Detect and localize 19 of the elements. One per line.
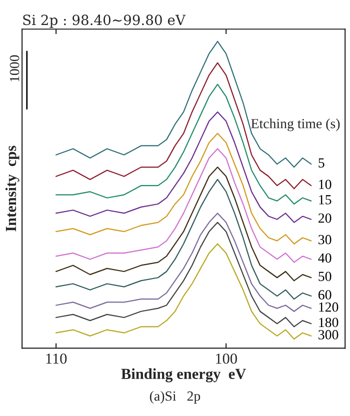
x-axis-title: Binding energy eV [121, 368, 246, 382]
series-label: 50 [318, 272, 332, 282]
x-tick-label: 100 [216, 353, 237, 364]
text: 1000 [10, 55, 20, 82]
series-label: 60 [318, 290, 332, 300]
series-label: 5 [318, 158, 324, 168]
series-label: 300 [318, 330, 338, 340]
series-label: 20 [318, 213, 332, 223]
text: (a)Si 2p [150, 390, 200, 404]
x-tick-label: 110 [46, 353, 67, 364]
series-label: 180 [319, 318, 338, 328]
y-axis-title: Intensity cps [5, 146, 20, 232]
series-label: 30 [318, 234, 332, 244]
chart-title: Si 2p : 98.40∼99.80 eV [23, 14, 186, 28]
series-label: 40 [318, 253, 332, 263]
series-label: 15 [319, 195, 332, 204]
legend-title: Etching time (s) [251, 118, 340, 132]
series-label: 120 [319, 302, 338, 312]
series-label: 10 [319, 180, 332, 190]
